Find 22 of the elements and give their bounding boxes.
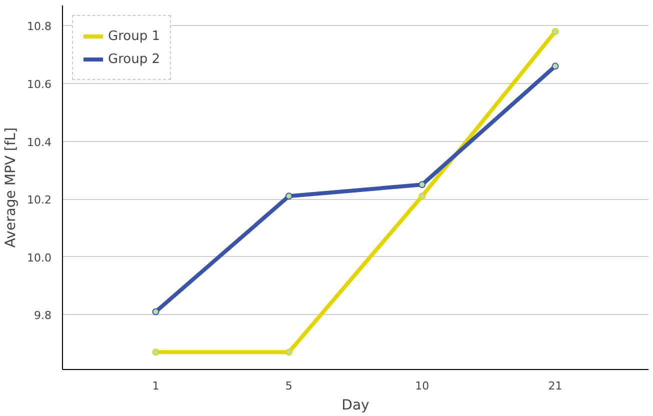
point xyxy=(285,192,292,200)
x-axis-title: Day xyxy=(342,398,370,414)
y-tick-label: 10.4 xyxy=(27,136,52,149)
point xyxy=(552,28,559,35)
y-tick-label: 9.8 xyxy=(34,309,52,322)
x-tick-label: 10 xyxy=(415,380,430,392)
y-tick-label: 10.8 xyxy=(27,20,52,34)
point xyxy=(418,181,426,188)
y-tick-label: 10.2 xyxy=(27,194,52,207)
x-tick-label: 1 xyxy=(152,380,160,392)
point xyxy=(418,192,426,200)
legend-label: Group 1 xyxy=(108,28,160,44)
y-tick-label: 10.0 xyxy=(27,251,52,264)
y-tick-label: 10.6 xyxy=(27,78,52,91)
point xyxy=(152,308,160,316)
legend-label: Group 2 xyxy=(108,52,160,66)
point xyxy=(285,348,292,356)
x-tick-label: 21 xyxy=(548,380,562,392)
y-axis-title: Average MPV [fL] xyxy=(3,127,20,248)
point xyxy=(552,62,559,70)
x-tick-label: 5 xyxy=(285,380,292,392)
point xyxy=(152,348,160,356)
